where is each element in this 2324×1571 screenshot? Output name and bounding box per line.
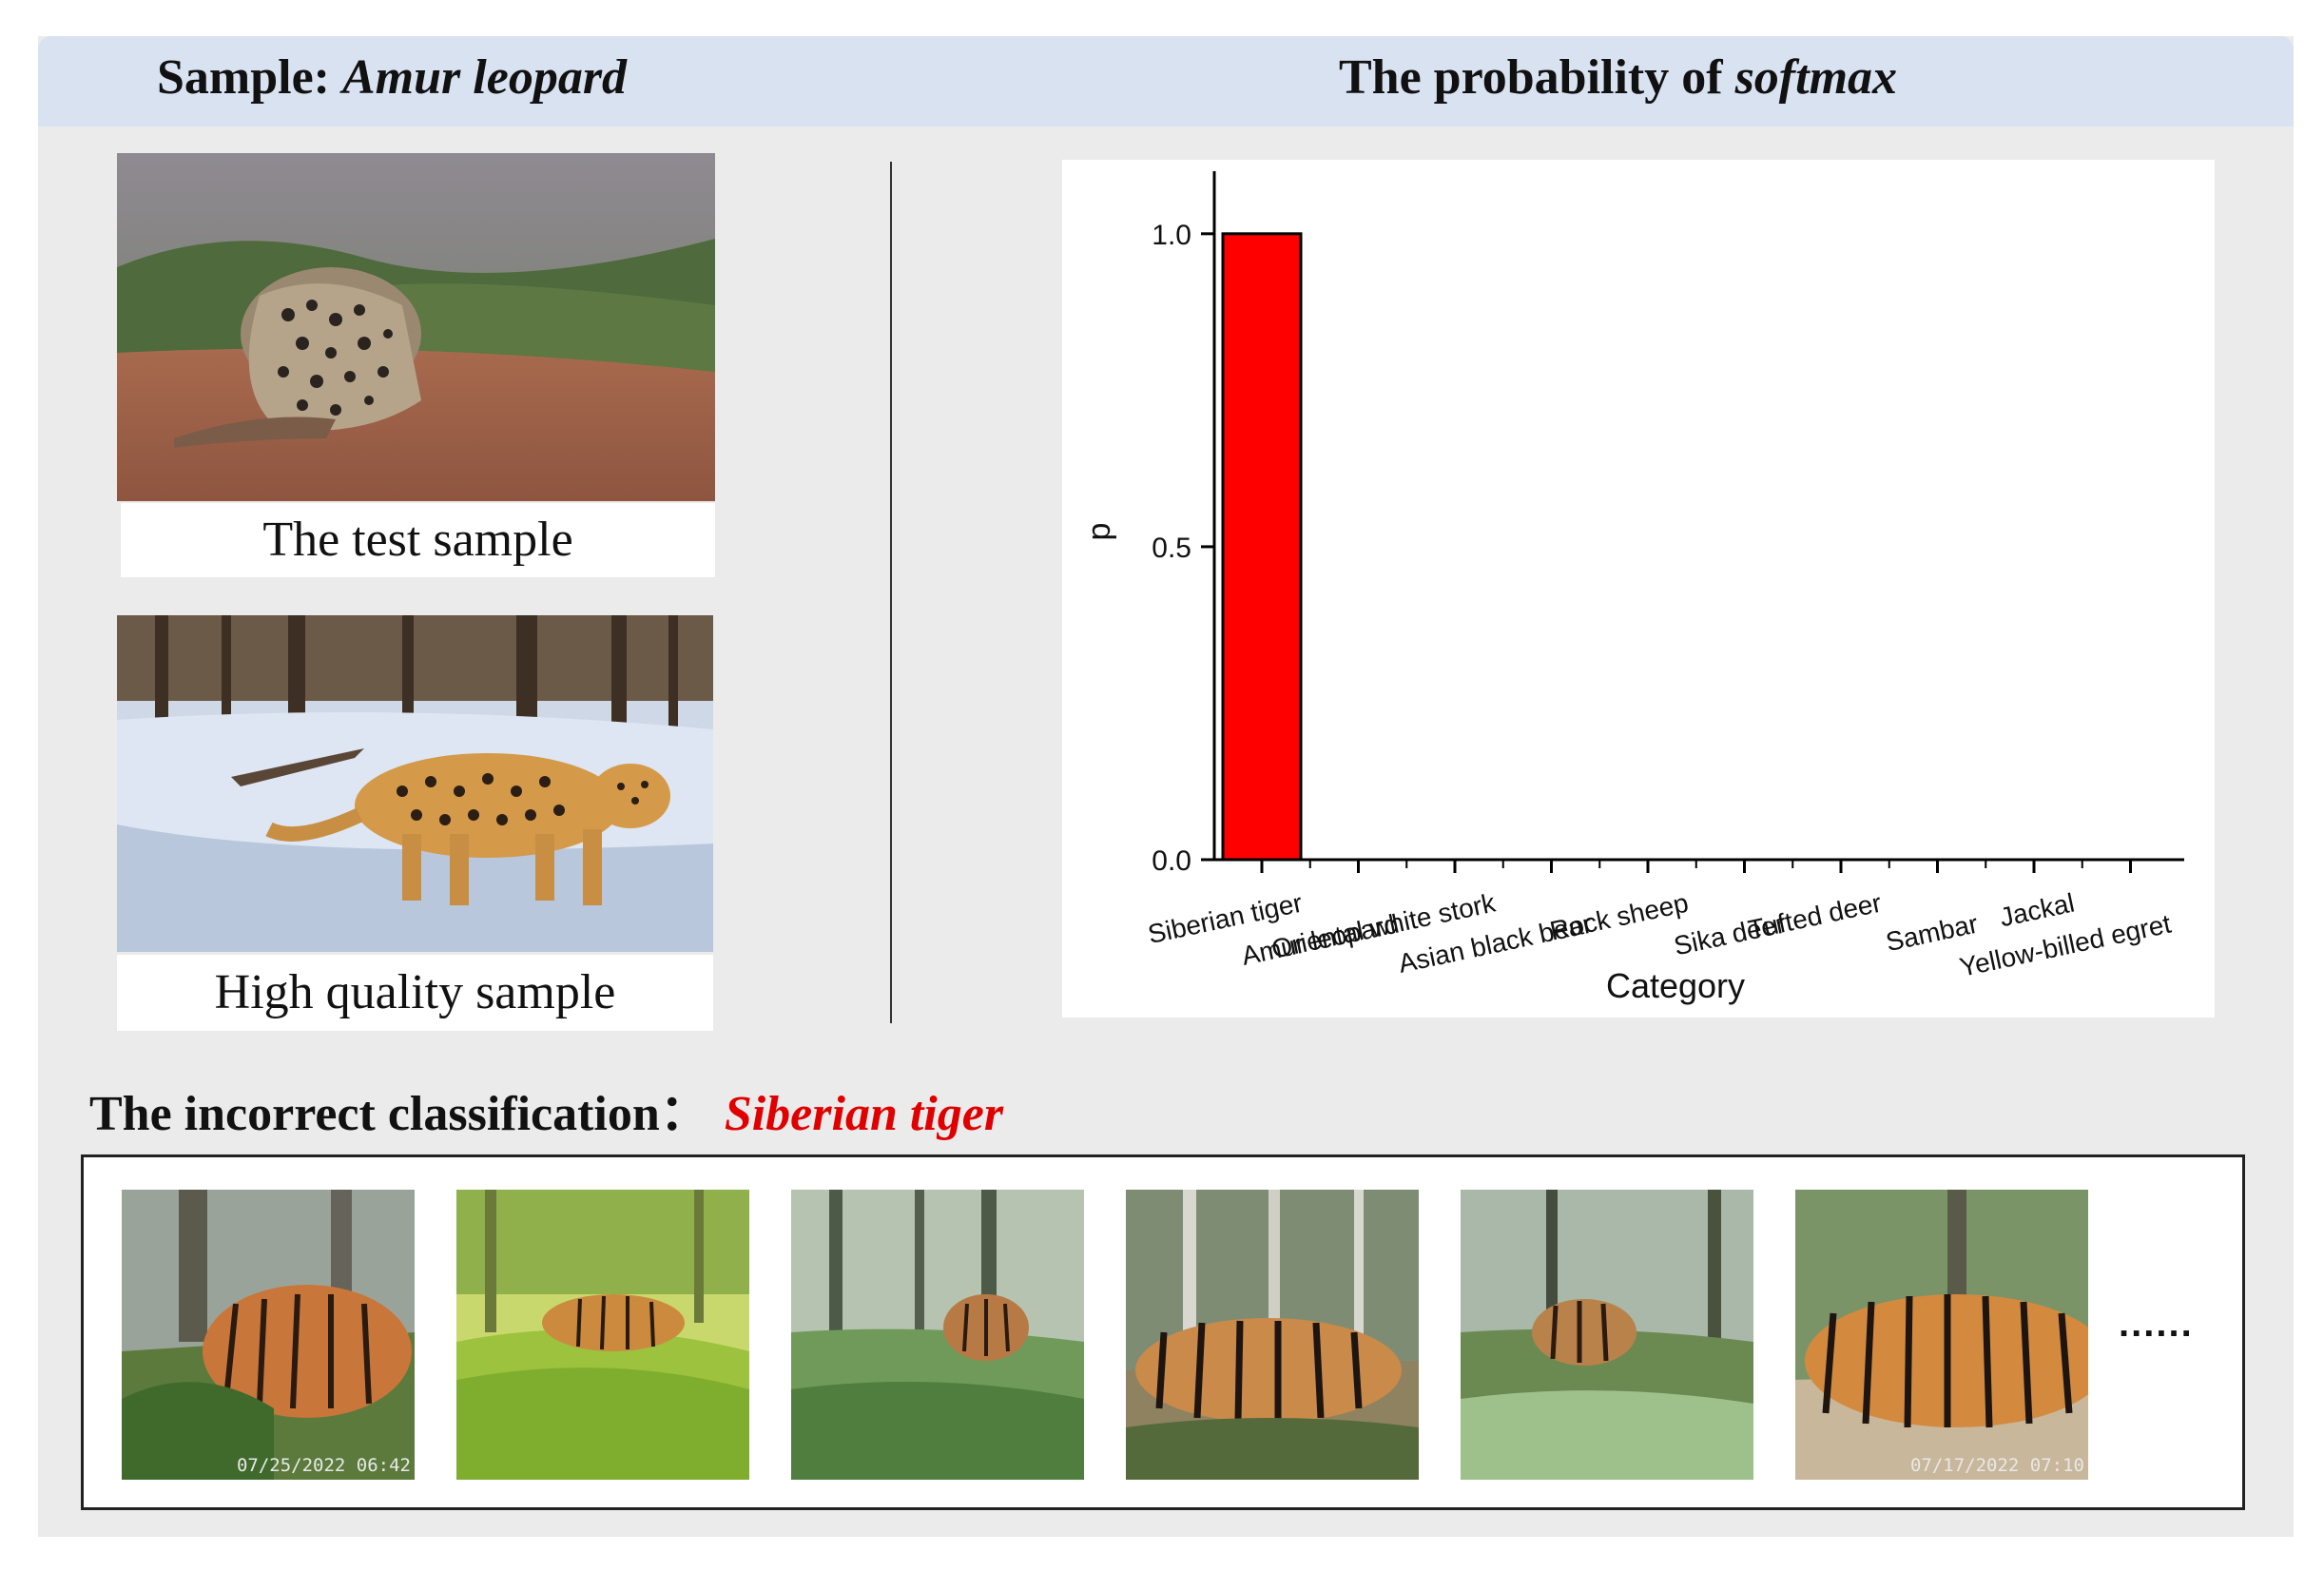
sample-title-prefix: Sample:	[157, 50, 342, 105]
sample-title: Sample: Amur leopard	[157, 49, 627, 106]
gallery-image-2	[456, 1190, 749, 1480]
gallery-image-5	[1461, 1190, 1753, 1480]
high-quality-sample-image	[117, 615, 713, 952]
gallery-image-4	[1126, 1190, 1419, 1480]
high-quality-sample-caption: High quality sample	[117, 955, 713, 1031]
x-tick-label: Jackal	[1997, 888, 2077, 933]
gallery-image-1: 07/25/2022 06:42	[122, 1190, 415, 1480]
incorrect-classification: The incorrect classification： Siberian ti…	[89, 1073, 1003, 1144]
x-tick-label: Yellow-billed egret	[1957, 909, 2174, 982]
y-axis-label: p	[1081, 523, 1117, 541]
y-tick-label: 0.5	[1152, 533, 1191, 564]
test-sample-image	[117, 153, 715, 501]
softmax-chart: 0.0 0.5 1.0 Siberian tiger Amur leopard Orie…	[1062, 160, 2215, 1018]
softmax-title: The probability of softmax	[1339, 49, 1897, 106]
x-tick-label: Rock sheep	[1547, 888, 1691, 946]
bar	[1221, 232, 1303, 862]
gallery-timestamp-6: 07/17/2022 07:10	[1909, 1455, 2084, 1476]
gallery-image-6: 07/17/2022 07:10	[1795, 1190, 2088, 1480]
gallery-image-3	[791, 1190, 1084, 1480]
x-tick-label: Sambar	[1883, 909, 1980, 958]
x-axis-label: Category	[1606, 966, 1745, 1005]
test-sample-caption: The test sample	[121, 503, 715, 577]
gallery-timestamp-1: 07/25/2022 06:42	[236, 1455, 411, 1476]
incorrect-value: Siberian tiger	[724, 1087, 1004, 1141]
softmax-title-prefix: The probability of	[1339, 50, 1735, 105]
header-bar	[38, 36, 2294, 126]
x-tick-label: Tufted deer	[1746, 888, 1885, 945]
incorrect-label: The incorrect classification：	[89, 1087, 709, 1141]
tiger-gallery: 07/25/2022 06:42	[81, 1154, 2245, 1510]
panel-divider	[890, 162, 892, 1023]
y-tick-label: 1.0	[1152, 220, 1191, 251]
softmax-emph: softmax	[1734, 50, 1898, 105]
y-tick-label: 0.0	[1152, 845, 1191, 877]
sample-species: Amur leopard	[342, 50, 628, 105]
more-ellipsis: ......	[2119, 1303, 2194, 1345]
